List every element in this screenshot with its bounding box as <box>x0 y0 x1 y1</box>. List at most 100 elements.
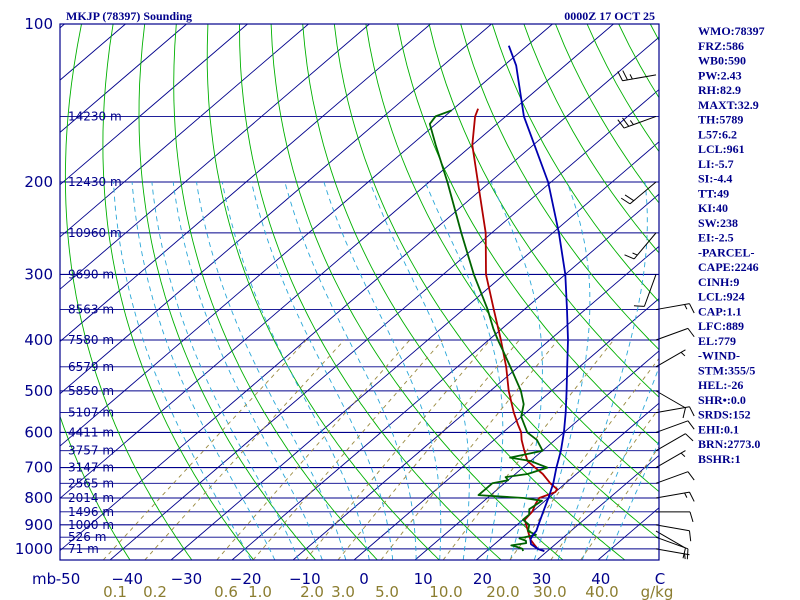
index-value: HEL:-26 <box>698 378 743 392</box>
pressure-label: 1000 <box>15 540 53 558</box>
height-label: 3147 m <box>68 461 114 475</box>
wind-barb <box>655 303 695 314</box>
temperature-tick-label: −30 <box>171 570 203 588</box>
index-value: EL:779 <box>698 334 736 348</box>
moist-adiabat-lines <box>112 181 659 560</box>
barb-flag <box>689 303 695 314</box>
barb-flag <box>685 433 694 442</box>
barb-shaft <box>655 471 689 484</box>
moist-adiabat <box>221 181 370 560</box>
barb-half-flag <box>629 74 633 80</box>
isotherm-lines <box>60 24 659 560</box>
barb-flag <box>687 471 695 481</box>
wind-barb <box>633 274 657 307</box>
barb-half-flag <box>684 304 688 310</box>
index-value: BSHR:1 <box>698 452 741 466</box>
height-label: 3757 m <box>68 444 114 458</box>
dry-adiabat <box>397 24 659 445</box>
height-label: 12430 m <box>68 175 122 189</box>
isotherm-line <box>414 350 659 560</box>
height-label: 5107 m <box>68 406 114 420</box>
wind-barbs <box>617 70 695 560</box>
wind-barb <box>655 433 694 452</box>
mixing-ratio-line <box>144 339 345 560</box>
index-value: -PARCEL- <box>698 245 754 259</box>
height-label: 4411 m <box>68 425 114 439</box>
index-value: LCL:961 <box>698 142 745 156</box>
index-value: CINH:9 <box>698 275 739 289</box>
height-label: 71 m <box>68 542 99 556</box>
index-value: KI:40 <box>698 201 728 215</box>
barb-shaft <box>633 232 657 260</box>
height-label: 2014 m <box>68 491 114 505</box>
mixing-ratio-label: 10.0 <box>429 583 462 600</box>
mixing-ratio-label: 5.0 <box>375 583 399 600</box>
barb-shaft <box>655 390 686 409</box>
barb-flag <box>617 119 625 129</box>
wind-barb <box>655 420 695 433</box>
index-value: TH:5789 <box>698 113 743 127</box>
mixing-ratio-line <box>252 339 444 560</box>
isotherm-line <box>536 454 659 560</box>
barb-flag <box>688 530 692 542</box>
moist-adiabat <box>323 181 442 560</box>
height-label: 526 m <box>68 530 106 544</box>
barb-flag <box>686 548 689 560</box>
index-value: BRN:2773.0 <box>698 437 760 451</box>
isotherm-line <box>475 402 659 560</box>
index-value: STM:355/5 <box>698 363 755 377</box>
barb-shaft <box>655 349 686 368</box>
dry-adiabat-lines <box>60 24 659 560</box>
pressure-label: 400 <box>24 331 53 349</box>
index-value: L57:6.2 <box>698 127 737 141</box>
wind-barb <box>655 327 695 341</box>
dry-adiabat <box>428 24 659 398</box>
barb-half-flag <box>684 492 688 498</box>
barb-shaft <box>629 181 657 205</box>
moist-adiabat <box>284 181 417 560</box>
barb-shaft <box>655 450 686 469</box>
pressure-label: 100 <box>24 15 53 33</box>
barb-flag <box>624 254 635 260</box>
mixing-ratio-line <box>305 339 491 560</box>
dry-adiabat <box>60 415 131 560</box>
isotherm-line <box>353 298 659 560</box>
dry-adiabat <box>491 24 659 303</box>
isotherm-line <box>60 24 553 447</box>
index-value: EI:-2.5 <box>698 231 734 245</box>
temperature-tick-label: 20 <box>473 570 492 588</box>
moist-adiabat <box>196 181 347 560</box>
sounding-profiles <box>428 45 569 552</box>
barb-shaft <box>655 420 689 433</box>
height-label: 14230 m <box>68 109 122 123</box>
wind-barb <box>617 115 657 129</box>
mixing-ratio-line <box>380 339 559 560</box>
mixing-ratio-label: 2.0 <box>300 583 324 600</box>
wind-barb <box>655 450 686 469</box>
temperature-axis-labels: -50 −40 −30 −20 −10 0 10 20 30 40 C <box>56 570 665 588</box>
height-labels: 14230 m 12430 m 10960 m 9690 m 8563 m 7580 m 6… <box>68 109 122 555</box>
barb-flag <box>617 71 623 81</box>
height-label: 5850 m <box>68 384 114 398</box>
barb-half-flag <box>629 120 634 125</box>
wind-barb <box>655 390 686 419</box>
height-label: 8563 m <box>68 303 114 317</box>
wind-barb <box>656 511 694 522</box>
dry-adiabat <box>206 24 440 560</box>
isotherm-line <box>109 88 659 560</box>
barb-flag <box>633 305 645 307</box>
index-value: LI:-5.7 <box>698 157 734 171</box>
height-label: 1496 m <box>68 505 114 519</box>
wind-barb <box>655 406 695 417</box>
wind-barb <box>617 70 657 82</box>
wind-barb <box>655 524 692 542</box>
temperature-tick-label: C <box>655 570 665 588</box>
stability-indices: WMO:78397FRZ:586WB0:590PW:2.43RH:82.9MAX… <box>698 24 765 466</box>
index-value: -WIND- <box>698 349 740 363</box>
isotherm-line <box>60 24 614 499</box>
moist-adiabat <box>369 181 470 560</box>
isotherm-line <box>170 141 659 560</box>
pressure-label: 300 <box>24 265 53 283</box>
isotherm-line <box>60 36 659 552</box>
isotherm-line <box>60 24 431 343</box>
